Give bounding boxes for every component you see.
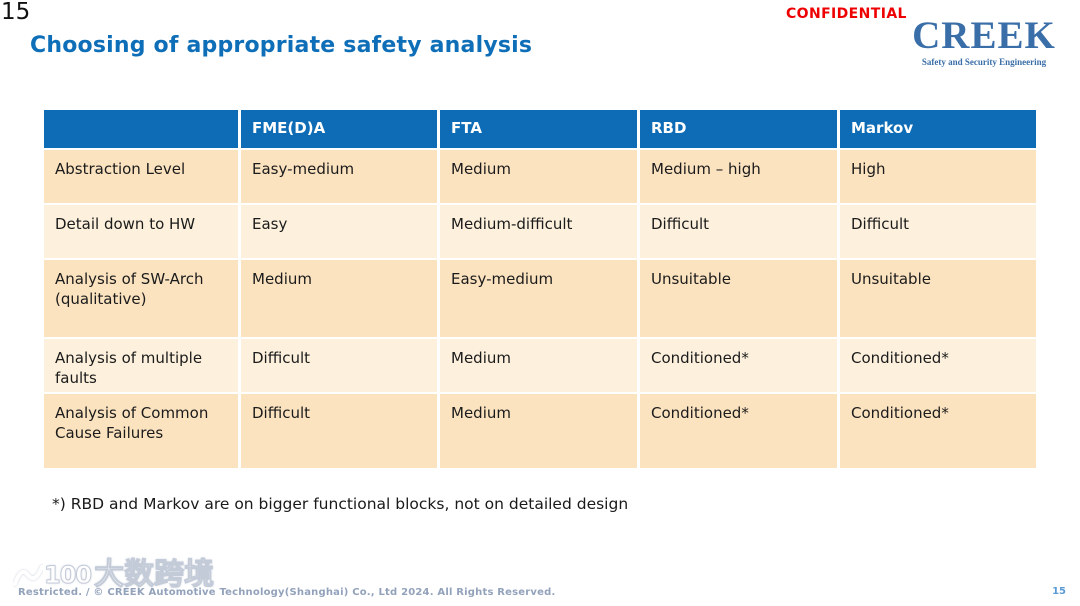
table-cell: Unsuitable (640, 260, 837, 337)
page-number-top-left: 15 (1, 0, 31, 25)
table-cell: Conditioned* (640, 339, 837, 392)
table-row-label: Analysis of Common Cause Failures (44, 394, 238, 468)
creek-logo-wordmark: CREEK (912, 14, 1056, 57)
slide-title: Choosing of appropriate safety analysis (30, 33, 533, 58)
table-cell: Easy (241, 205, 437, 258)
table-cell: High (840, 150, 1036, 203)
table-header-cell-rbd: RBD (640, 110, 837, 148)
table-cell: Conditioned* (840, 394, 1036, 468)
watermark-text: 大数跨境 (94, 557, 215, 592)
watermark-swoosh-icon: 100 (13, 561, 93, 589)
confidential-label: CONFIDENTIAL (786, 6, 907, 22)
table-cell: Medium (440, 150, 637, 203)
creek-logo: CREEK Safety and Security Engineering (905, 16, 1063, 67)
table-cell: Conditioned* (840, 339, 1036, 392)
table-cell: Conditioned* (640, 394, 837, 468)
table-header-cell-markov: Markov (840, 110, 1036, 148)
footnote: *) RBD and Markov are on bigger function… (52, 495, 629, 513)
table-cell: Difficult (640, 205, 837, 258)
table-cell: Unsuitable (840, 260, 1036, 337)
table-row-label: Abstraction Level (44, 150, 238, 203)
creek-logo-tagline: Safety and Security Engineering (921, 57, 1047, 67)
table-row-label: Analysis of SW-Arch (qualitative) (44, 260, 238, 337)
table-cell: Difficult (241, 339, 437, 392)
table-cell: Medium (440, 394, 637, 468)
watermark-logo-number: 100 (43, 561, 92, 589)
table-cell: Medium (241, 260, 437, 337)
table-cell: Difficult (840, 205, 1036, 258)
table-cell: Easy-medium (241, 150, 437, 203)
watermark: 100 大数跨境 (13, 557, 215, 592)
safety-analysis-table: FME(D)A FTA RBD Markov Abstraction Level… (44, 110, 1036, 468)
table-cell: Medium (440, 339, 637, 392)
table-header-cell-empty (44, 110, 238, 148)
table-cell: Difficult (241, 394, 437, 468)
footer-copyright: Restricted. / © CREEK Automotive Technol… (18, 587, 556, 598)
table-header-cell-fta: FTA (440, 110, 637, 148)
table-cell: Easy-medium (440, 260, 637, 337)
table-cell: Medium – high (640, 150, 837, 203)
table-cell: Medium-difficult (440, 205, 637, 258)
table-row-label: Detail down to HW (44, 205, 238, 258)
page-number-bottom-right: 15 (1052, 586, 1066, 597)
table-row-label: Analysis of multiple faults (44, 339, 238, 392)
table-header-cell-fmeda: FME(D)A (241, 110, 437, 148)
